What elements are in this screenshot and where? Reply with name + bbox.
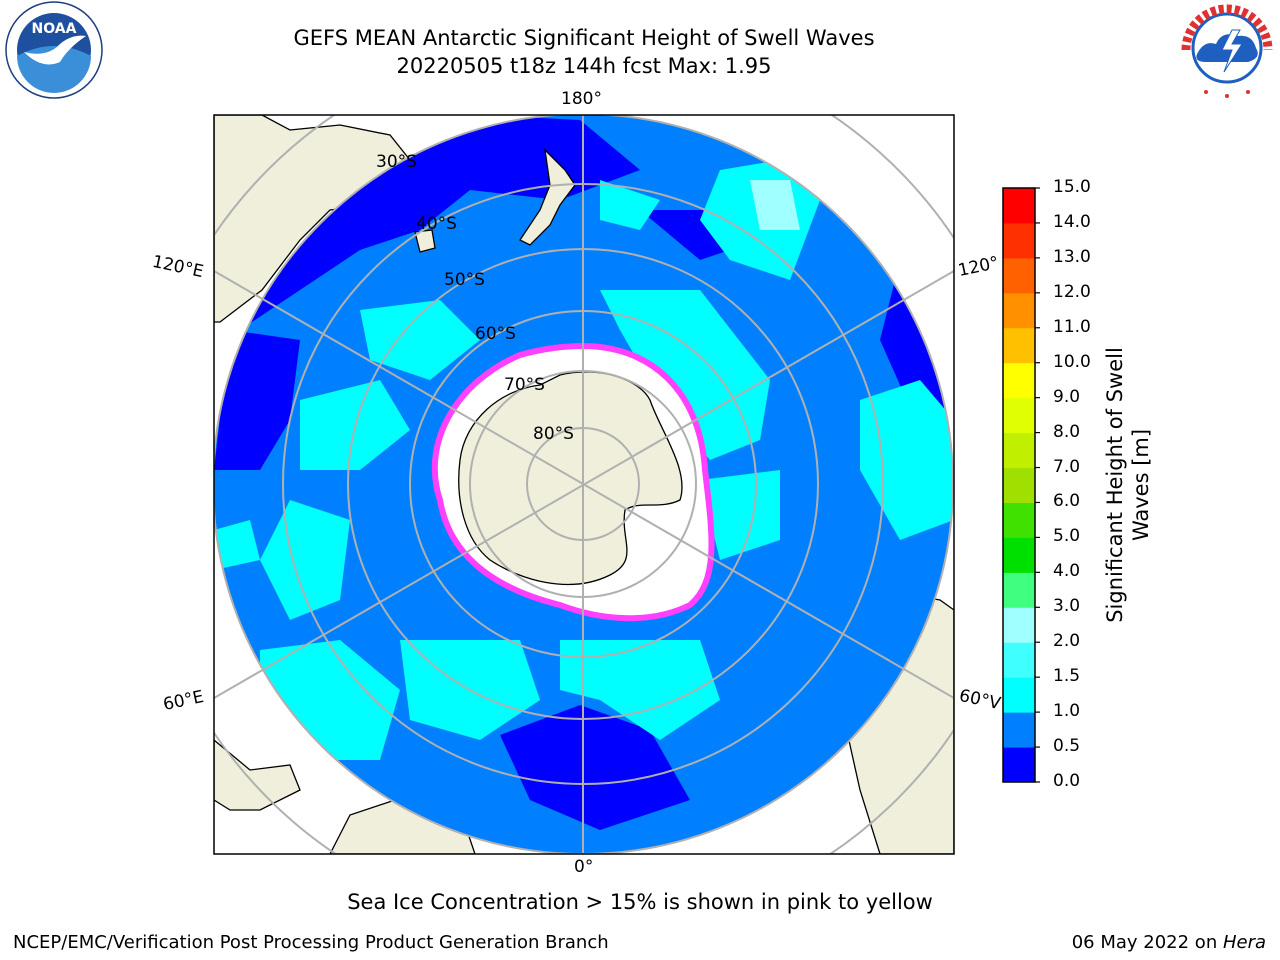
colorbar-segment xyxy=(1003,292,1035,329)
chart-title: GEFS MEAN Antarctic Significant Height o… xyxy=(293,26,875,50)
footer-branch: NCEP/EMC/Verification Post Processing Pr… xyxy=(13,932,609,953)
colorbar-tick-label: 0.5 xyxy=(1053,736,1081,757)
lat-label-40s: 40°S xyxy=(416,214,457,234)
noaa-logo-text: NOAA xyxy=(32,21,77,37)
colorbar-tick-label: 11.0 xyxy=(1053,316,1091,337)
colorbar-frame xyxy=(1002,187,1036,783)
colorbar-segment xyxy=(1003,502,1035,538)
colorbar-segment xyxy=(1003,327,1035,364)
lon-label-bottom: 0° xyxy=(574,857,594,877)
colorbar-tick-label: 2.0 xyxy=(1053,631,1081,652)
colorbar-segment xyxy=(1003,222,1035,259)
colorbar-tick-label: 3.0 xyxy=(1053,596,1081,617)
land-tasmania xyxy=(414,229,436,253)
colorbar-tick-label: 5.0 xyxy=(1053,526,1081,547)
colorbar-tick-label: 1.0 xyxy=(1053,701,1081,722)
colorbar-tick-label: 14.0 xyxy=(1053,211,1091,232)
colorbar-segment xyxy=(1003,397,1035,434)
colorbar-tick-label: 13.0 xyxy=(1053,246,1091,267)
noaa-logo: NOAA xyxy=(5,1,103,99)
graticule xyxy=(214,115,954,854)
chart-subtitle: 20220505 t18z 144h fcst Max: 1.95 xyxy=(396,54,772,78)
colorbar-label-line2: Waves [m] xyxy=(1129,428,1153,542)
lat-label-50s: 50°S xyxy=(444,270,485,290)
colorbar-segment xyxy=(1003,188,1035,224)
colorbar-segment xyxy=(1003,467,1035,503)
colorbar-segment xyxy=(1003,747,1035,783)
colorbar-segment xyxy=(1003,642,1035,678)
colorbar-segment xyxy=(1003,677,1035,713)
colorbar-segment xyxy=(1003,712,1035,748)
colorbar-segment xyxy=(1003,432,1035,469)
lat-label-60s: 60°S xyxy=(475,324,516,344)
lat-label-30s: 30°S xyxy=(376,152,417,172)
colorbar-tick-label: 15.0 xyxy=(1053,177,1091,197)
colorbar-segment xyxy=(1003,257,1035,294)
footer-date: 06 May 2022 on Hera xyxy=(1072,932,1266,953)
lat-label-80s: 80°S xyxy=(533,424,574,444)
colorbar-tick-label: 0.0 xyxy=(1053,771,1081,791)
land-madagascar-outer xyxy=(214,739,301,811)
colorbar-tick-label: 9.0 xyxy=(1053,386,1081,407)
colorbar-segment xyxy=(1003,362,1035,399)
colorbar-segment xyxy=(1003,572,1035,608)
colorbar-segment xyxy=(1003,537,1035,573)
colorbar-tick-label: 8.0 xyxy=(1053,421,1081,442)
nws-logo xyxy=(1181,2,1273,98)
land-new-zealand xyxy=(519,148,576,246)
lon-label-top: 180° xyxy=(561,89,602,109)
colorbar-label-line1: Significant Height of Swell xyxy=(1103,347,1127,623)
land-antarctica xyxy=(458,371,683,586)
footer-date-text: 06 May 2022 on xyxy=(1071,932,1223,953)
colorbar-tick-label: 12.0 xyxy=(1053,281,1091,302)
colorbar xyxy=(1002,187,1040,783)
colorbar-tick-label: 6.0 xyxy=(1053,491,1081,512)
lat-label-70s: 70°S xyxy=(504,375,545,395)
sea-ice-caption: Sea Ice Concentration > 15% is shown in … xyxy=(347,890,933,914)
colorbar-tick-label: 1.5 xyxy=(1053,666,1081,687)
colorbar-segment xyxy=(1003,607,1035,643)
map-frame xyxy=(213,114,955,855)
colorbar-tick-label: 4.0 xyxy=(1053,561,1081,582)
colorbar-tick-label: 10.0 xyxy=(1053,351,1091,372)
footer-host: Hera xyxy=(1222,932,1266,953)
colorbar-tick-label: 7.0 xyxy=(1053,456,1081,477)
